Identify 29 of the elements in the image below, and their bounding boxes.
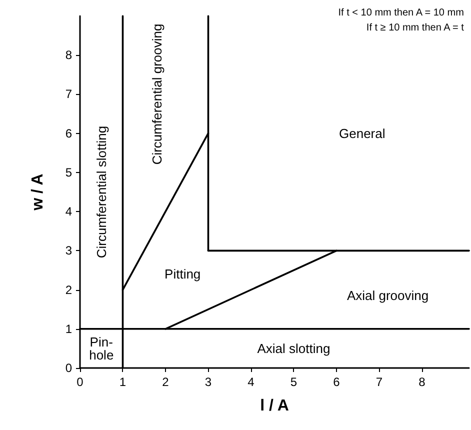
x-tick-label: 7 [376, 375, 383, 389]
x-tick-label: 5 [290, 375, 298, 389]
annotation: General [339, 126, 386, 141]
y-tick-label: 8 [65, 48, 72, 62]
annotation: Axial slotting [257, 340, 330, 356]
y-tick-label: 7 [65, 87, 72, 102]
annotation: If t < 10 mm then A = 10 mm [338, 8, 464, 18]
y-tick-label: 5 [65, 165, 72, 180]
x-tick-label: 2 [162, 375, 170, 389]
x-tick-label: 1 [119, 375, 126, 389]
y-tick-label: 2 [65, 282, 72, 297]
x-tick-label: 6 [333, 375, 340, 389]
annotation: Pitting [164, 266, 201, 282]
annotation: If t ≥ 10 mm then A = t [366, 22, 464, 34]
x-tick-label: 3 [204, 375, 212, 389]
y-tick-label: 3 [65, 244, 72, 258]
y-tick-label: 0 [65, 361, 72, 375]
y-axis-title: w / A [30, 173, 46, 212]
x-tick-label: 0 [76, 375, 84, 389]
x-tick-label: 8 [418, 375, 426, 389]
y-tick-label: 6 [65, 126, 72, 140]
x-axis-title: l / A [260, 398, 290, 414]
annotation: Pin- hole [89, 334, 114, 362]
y-tick-label: 4 [65, 204, 72, 219]
annotation: Axial grooving [346, 288, 429, 304]
x-tick-label: 4 [248, 375, 255, 389]
annotation: Circumferential grooving [149, 24, 164, 165]
y-tick-label: 1 [65, 322, 72, 336]
annotation: Circumferential slotting [94, 126, 109, 258]
